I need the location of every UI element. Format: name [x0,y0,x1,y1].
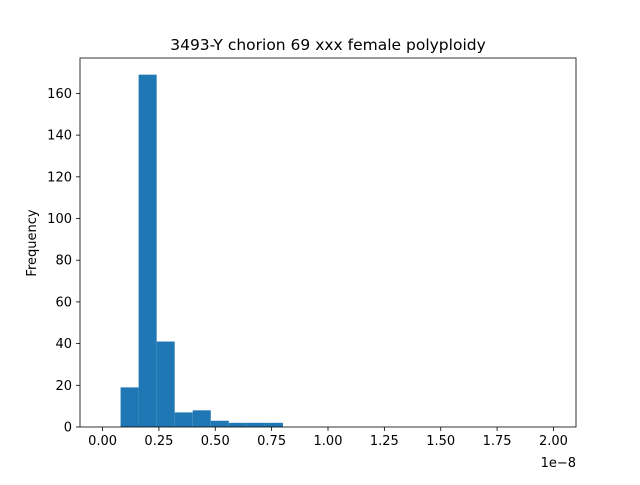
y-tick-label: 40 [55,337,72,352]
y-tick-label: 140 [47,129,72,144]
y-tick-label: 60 [55,295,72,310]
x-tick-label: 2.00 [539,434,568,449]
plot-area-frame [79,57,577,428]
histogram-bar-6 [228,422,247,427]
histogram-bar-2 [156,341,175,427]
y-tick-label: 120 [47,170,72,185]
histogram-bar-4 [192,410,211,427]
y-axis-label: Frequency [25,209,40,276]
x-tick-label: 0.75 [257,434,286,449]
x-tick-label: 0.50 [201,434,230,449]
histogram-bar-3 [174,412,193,427]
x-tick-label: 1.00 [314,434,343,449]
y-tick-label: 160 [47,87,72,102]
y-tick-label: 80 [55,254,72,269]
y-tick-label: 100 [47,212,72,227]
histogram-bar-5 [210,420,229,427]
chart-title: 3493-Y chorion 69 xxx female polyploidy [170,36,486,54]
x-axis-offset-label: 1e−8 [541,456,576,471]
y-tick-label: 0 [64,421,72,436]
y-axis-ticks: 0 20 40 60 80 100 120 140 160 [47,87,80,436]
histogram-bar-0 [120,387,139,427]
x-tick-label: 1.75 [483,434,512,449]
x-tick-label: 1.50 [426,434,455,449]
x-tick-label: 1.25 [370,434,399,449]
x-tick-label: 0.25 [144,434,173,449]
histogram-bar-1 [138,74,157,427]
histogram-bar-7 [246,422,265,427]
histogram-bar-8 [264,422,283,427]
bars-group [120,74,283,427]
y-tick-label: 20 [55,379,72,394]
x-tick-label: 0.00 [88,434,117,449]
x-axis-ticks: 0.00 0.25 0.50 0.75 1.00 1.25 1.50 1.75 2.00 [88,427,568,449]
